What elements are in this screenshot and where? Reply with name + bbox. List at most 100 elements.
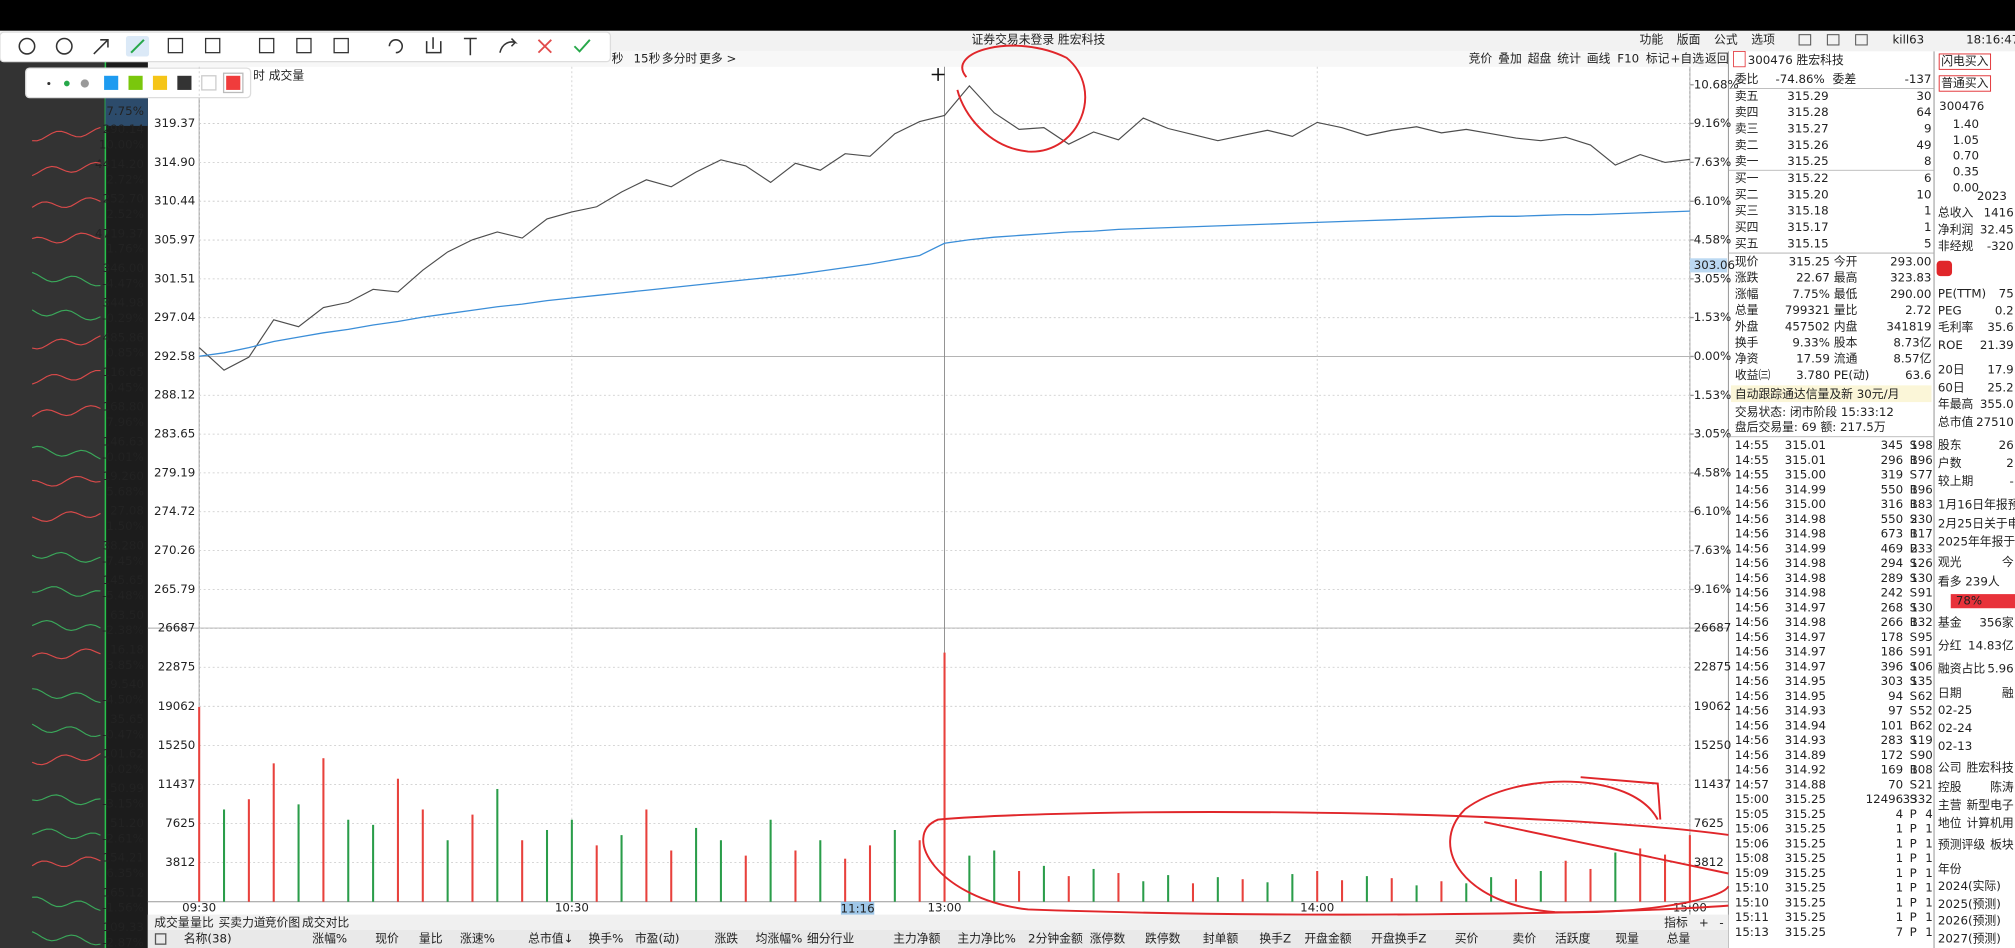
column-header[interactable]: 涨速% <box>460 932 495 946</box>
volume-tick-label: 11437 <box>1694 777 1732 791</box>
column-header[interactable]: 买价 <box>1455 932 1479 946</box>
bottom-tab[interactable]: 量比 <box>190 915 214 929</box>
watch-change: -5.48% <box>102 589 144 603</box>
column-header[interactable]: 量比 <box>419 932 443 946</box>
column-header[interactable]: 均涨幅% <box>756 932 803 946</box>
tool-scroll[interactable] <box>333 37 349 54</box>
color-swatch[interactable] <box>177 75 192 90</box>
bottom-tab[interactable]: 买卖力道 <box>218 915 265 929</box>
toolbar-item[interactable]: 标记 <box>1646 52 1670 66</box>
settings-icon[interactable] <box>154 933 167 945</box>
menu-icon[interactable] <box>1798 34 1812 46</box>
color-selected[interactable] <box>222 72 244 94</box>
toolbar-item[interactable]: 返回 <box>1705 52 1729 66</box>
toolbar-item[interactable]: +自选 <box>1671 52 1705 66</box>
diff-label: 委差 <box>1833 72 1857 86</box>
menu-item[interactable]: 功能 <box>1640 32 1664 46</box>
toolbar-item[interactable]: 超盘 <box>1528 52 1552 66</box>
column-header[interactable]: 主力净比% <box>957 932 1015 946</box>
column-header[interactable]: 细分行业 <box>807 932 854 946</box>
toolbar-item[interactable]: 秒 <box>612 52 624 66</box>
trade-button[interactable] <box>1938 75 1992 92</box>
bottom-tab[interactable]: 竞价图 <box>265 915 300 929</box>
toolbar-item[interactable]: 竞价 <box>1469 52 1493 66</box>
sparkline <box>31 197 101 209</box>
tool-undo[interactable] <box>388 39 403 54</box>
column-header[interactable]: 涨停数 <box>1090 932 1126 946</box>
tool-mosaic[interactable] <box>167 37 184 54</box>
toolbar-item[interactable]: 统计 <box>1557 52 1581 66</box>
bottom-tab[interactable]: 成交量 <box>154 915 190 929</box>
toolbar-item[interactable]: 更多 > <box>699 52 736 66</box>
promo[interactable]: 自动跟踪通达信量及新 30元/月 <box>1735 387 1900 401</box>
column-header[interactable]: 市盈(动) <box>635 932 680 946</box>
trade-button-label[interactable]: 普通买入 <box>1941 76 1988 90</box>
stat-label: 现价 <box>1735 255 1759 269</box>
menu-icon[interactable] <box>1855 34 1868 46</box>
indicator-button[interactable]: - <box>1719 915 1723 929</box>
cursor-label: 11:16 <box>841 901 875 915</box>
column-header[interactable]: 涨幅% <box>312 932 347 946</box>
toolbar-item[interactable]: 叠加 <box>1498 52 1522 66</box>
column-header[interactable]: 换手Z <box>1259 932 1291 946</box>
tool-confirm[interactable] <box>573 39 591 53</box>
trade-button[interactable] <box>1938 53 1992 70</box>
menu-icon[interactable] <box>1826 34 1840 46</box>
toolbar-item[interactable]: 15秒 <box>634 52 661 66</box>
column-header[interactable]: 2分钟金额 <box>1028 932 1083 946</box>
tool-save[interactable] <box>425 37 442 54</box>
size-large[interactable] <box>80 79 89 88</box>
tool-arrow[interactable] <box>93 39 109 55</box>
tool-ocr[interactable] <box>258 37 275 54</box>
column-header[interactable]: 卖价 <box>1513 932 1537 946</box>
side-label: 股东 <box>1938 438 1962 452</box>
indicator-button[interactable]: + <box>1699 915 1709 929</box>
tool-pen[interactable] <box>130 39 145 54</box>
y-tick-label: 314.90 <box>154 155 195 169</box>
column-header[interactable]: 名称(38) <box>184 932 232 946</box>
column-header[interactable]: 跌停数 <box>1145 932 1181 946</box>
size-medium[interactable] <box>63 80 70 87</box>
column-header[interactable]: 总量 <box>1667 932 1691 946</box>
toolbar-item[interactable]: F10 <box>1617 52 1639 66</box>
column-header[interactable]: 换手% <box>589 932 624 946</box>
color-swatch[interactable] <box>128 75 143 90</box>
bottom-tab[interactable]: 成交对比 <box>302 915 349 929</box>
tool-capture[interactable] <box>296 37 312 54</box>
tool-share[interactable] <box>499 37 518 53</box>
toolbar-item[interactable]: 多分时 <box>662 52 698 66</box>
menu-item[interactable]: 版面 <box>1677 32 1701 46</box>
sparkline <box>31 856 101 868</box>
tool-pin[interactable] <box>463 37 477 56</box>
tool-emoji[interactable] <box>55 37 73 55</box>
trade-button-label[interactable]: 闪电买入 <box>1941 54 1988 68</box>
tool-cancel[interactable] <box>537 39 552 54</box>
column-header[interactable]: 现价 <box>375 932 399 946</box>
stat-value: 3.780 <box>1796 368 1830 382</box>
tick-time: 14:56 <box>1735 659 1769 673</box>
column-header[interactable]: 活跃度 <box>1555 932 1591 946</box>
color-swatch[interactable] <box>104 75 119 90</box>
column-header[interactable]: 涨跌 <box>715 932 739 946</box>
column-header[interactable]: 主力净额 <box>893 932 940 946</box>
column-header[interactable]: 现量 <box>1615 932 1639 946</box>
annotations <box>922 44 1730 916</box>
book-label: 卖五 <box>1735 89 1759 103</box>
column-header[interactable]: 封单额 <box>1203 932 1239 946</box>
toolbar-item[interactable]: 画线 <box>1587 52 1611 66</box>
menu-item[interactable]: 选项 <box>1751 32 1775 46</box>
column-header[interactable]: 总市值↓ <box>528 932 573 946</box>
indicator-button[interactable]: 指标 <box>1664 915 1688 929</box>
tool-text[interactable] <box>204 37 221 54</box>
tick-count: 52 <box>1918 704 1933 718</box>
color-swatch[interactable] <box>226 75 241 90</box>
color-swatch[interactable] <box>201 75 217 91</box>
size-small[interactable] <box>47 81 51 86</box>
column-header[interactable]: 开盘金额 <box>1304 932 1351 946</box>
tool-circle[interactable] <box>18 37 36 55</box>
menu-item[interactable]: 公式 <box>1714 32 1738 46</box>
color-swatch[interactable] <box>152 75 168 90</box>
column-header[interactable]: 开盘换手Z <box>1371 932 1426 946</box>
tick-side: S <box>1910 630 1918 644</box>
y2-tick-label: 10.68% <box>1694 77 1739 91</box>
